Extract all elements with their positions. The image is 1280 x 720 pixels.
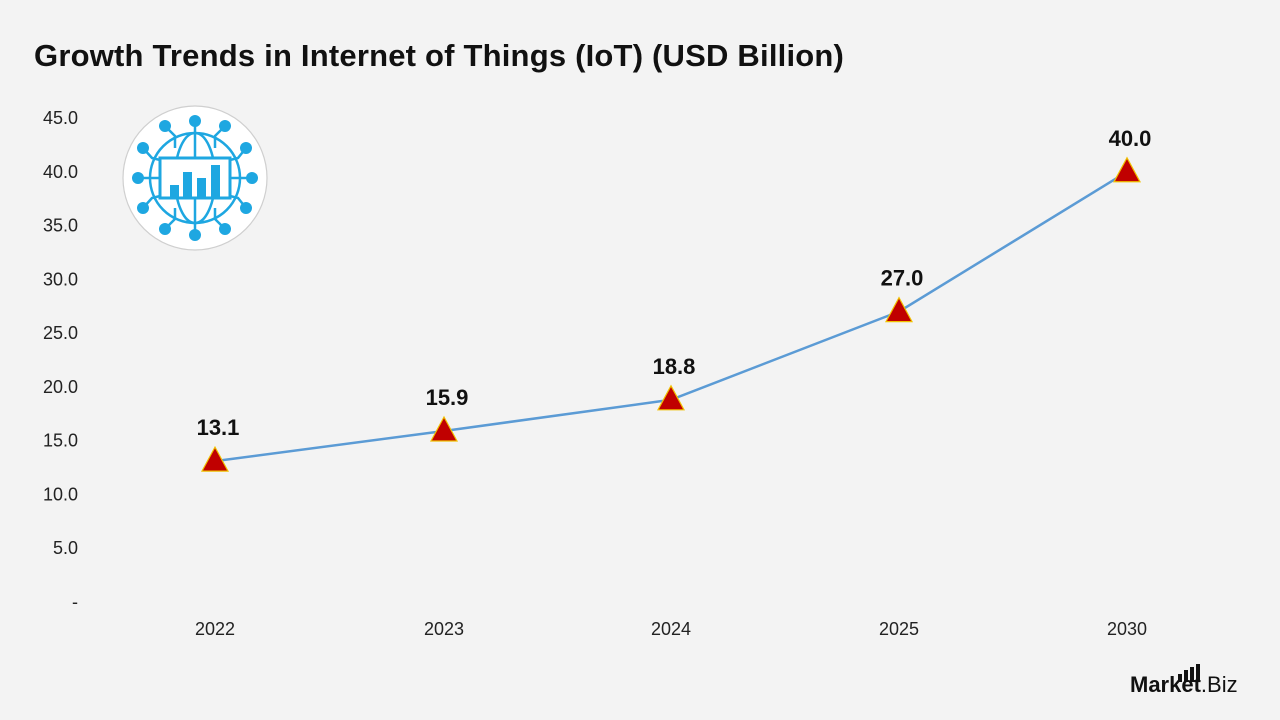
y-tick-label: 15.0 — [43, 431, 78, 451]
y-tick-label: - — [72, 592, 78, 612]
data-label: 13.1 — [197, 415, 240, 440]
data-label: 40.0 — [1109, 126, 1152, 151]
series-line — [214, 170, 1128, 463]
series-line-path — [214, 170, 1128, 463]
y-axis: - 5.0 10.0 15.0 20.0 25.0 30.0 35.0 40.0 45.0 — [43, 108, 78, 612]
data-markers — [200, 156, 1142, 472]
data-point-marker — [1112, 156, 1142, 183]
x-tick-label: 2024 — [651, 619, 691, 639]
globe-network-chart-icon — [122, 105, 268, 251]
y-tick-label: 45.0 — [43, 108, 78, 128]
y-tick-label: 30.0 — [43, 269, 78, 289]
data-label: 15.9 — [426, 385, 469, 410]
y-tick-label: 5.0 — [53, 538, 78, 558]
x-tick-label: 2025 — [879, 619, 919, 639]
data-point-marker — [429, 415, 459, 442]
data-labels: 13.1 15.9 18.8 27.0 40.0 — [197, 126, 1152, 440]
y-tick-label: 35.0 — [43, 216, 78, 236]
y-tick-label: 40.0 — [43, 162, 78, 182]
x-tick-label: 2023 — [424, 619, 464, 639]
y-tick-label: 20.0 — [43, 377, 78, 397]
y-tick-label: 25.0 — [43, 323, 78, 343]
brand-logo: Market.Biz — [1130, 672, 1238, 698]
data-point-marker — [884, 296, 914, 323]
data-point-marker — [656, 384, 686, 411]
chart-title: Growth Trends in Internet of Things (IoT… — [34, 38, 845, 73]
x-axis: 2022 2023 2024 2025 2030 — [195, 619, 1147, 639]
data-label: 27.0 — [881, 266, 924, 291]
data-label: 18.8 — [653, 354, 696, 379]
brand-suffix: .Biz — [1200, 672, 1238, 697]
brand-main: Market — [1130, 672, 1201, 697]
data-point-marker — [200, 445, 230, 472]
x-tick-label: 2022 — [195, 619, 235, 639]
x-tick-label: 2030 — [1107, 619, 1147, 639]
brand-bars-icon — [1178, 664, 1200, 682]
y-tick-label: 10.0 — [43, 484, 78, 504]
